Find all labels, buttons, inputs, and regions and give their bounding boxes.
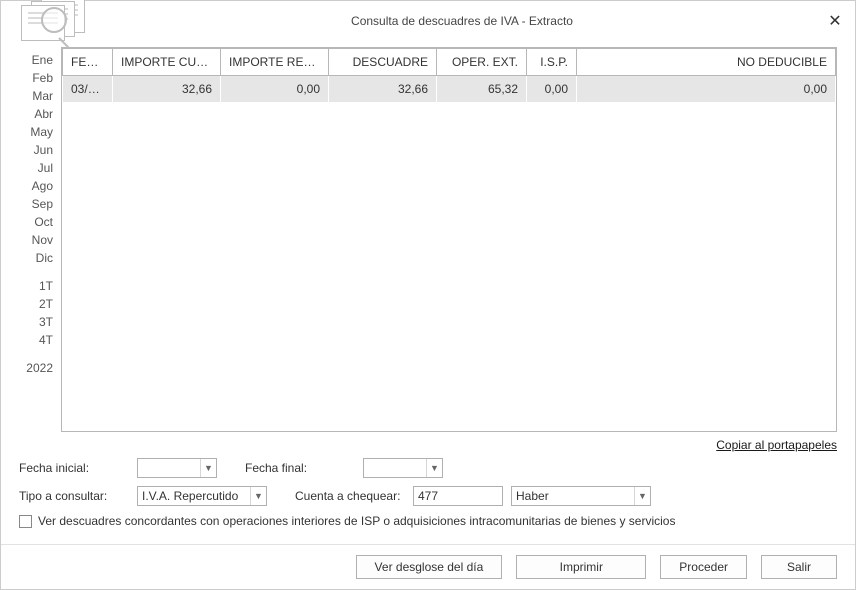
window-title: Consulta de descuadres de IVA - Extracto [101,14,823,28]
period-month[interactable]: Sep [11,195,53,213]
period-month[interactable]: Mar [11,87,53,105]
col-importe-registro[interactable]: IMPORTE REGIST... [221,49,329,76]
period-month[interactable]: Jul [11,159,53,177]
col-fecha[interactable]: FECHA [63,49,113,76]
period-quarter[interactable]: 1T [11,277,53,295]
cell-isp: 0,00 [527,76,577,103]
col-descuadre[interactable]: DESCUADRE [329,49,437,76]
proceder-button[interactable]: Proceder [660,555,747,579]
haber-select[interactable]: Haber ▼ [511,486,651,506]
period-month[interactable]: Jun [11,141,53,159]
col-no-deducible[interactable]: NO DEDUCIBLE [577,49,836,76]
chevron-down-icon: ▼ [634,487,650,505]
period-quarter[interactable]: 3T [11,313,53,331]
fecha-inicial-label: Fecha inicial: [19,461,129,475]
table-header-row: FECHA IMPORTE CUENT... IMPORTE REGIST...… [63,49,836,76]
period-month[interactable]: May [11,123,53,141]
table-row[interactable]: 03/01... 32,66 0,00 32,66 65,32 0,00 0,0… [63,76,836,103]
cell-importe-cuenta: 32,66 [113,76,221,103]
cell-importe-registro: 0,00 [221,76,329,103]
period-month[interactable]: Abr [11,105,53,123]
footer-actions: Ver desglose del día Imprimir Proceder S… [1,544,855,589]
cell-no-deducible: 0,00 [577,76,836,103]
copy-clipboard-area: Copiar al portapapeles [1,432,855,454]
app-window: Consulta de descuadres de IVA - Extracto… [0,0,856,590]
isp-checkbox[interactable] [19,515,32,528]
col-isp[interactable]: I.S.P. [527,49,577,76]
imprimir-button[interactable]: Imprimir [516,555,646,579]
documents-search-icon [5,0,95,43]
tipo-consultar-select[interactable]: I.V.A. Repercutido ▼ [137,486,267,506]
period-month[interactable]: Ago [11,177,53,195]
salir-button[interactable]: Salir [761,555,837,579]
cell-oper-ext: 65,32 [437,76,527,103]
copy-clipboard-link[interactable]: Copiar al portapapeles [716,438,837,452]
cell-descuadre: 32,66 [329,76,437,103]
fecha-inicial-input[interactable]: ▼ [137,458,217,478]
cuenta-chequear-label: Cuenta a chequear: [295,489,405,503]
period-month[interactable]: Nov [11,231,53,249]
tipo-consultar-label: Tipo a consultar: [19,489,129,503]
fecha-final-label: Fecha final: [245,461,355,475]
col-oper-ext[interactable]: OPER. EXT. [437,49,527,76]
chevron-down-icon: ▼ [426,459,442,477]
period-quarter[interactable]: 2T [11,295,53,313]
isp-checkbox-label: Ver descuadres concordantes con operacio… [38,514,675,528]
title-bar: Consulta de descuadres de IVA - Extracto… [1,1,855,41]
cuenta-chequear-input[interactable]: 477 [413,486,503,506]
period-month[interactable]: Oct [11,213,53,231]
fecha-final-input[interactable]: ▼ [363,458,443,478]
period-month[interactable]: Feb [11,69,53,87]
ver-desglose-button[interactable]: Ver desglose del día [356,555,503,579]
period-month[interactable]: Ene [11,51,53,69]
close-icon[interactable]: ✕ [823,11,847,31]
period-year[interactable]: 2022 [11,359,53,377]
col-importe-cuenta[interactable]: IMPORTE CUENT... [113,49,221,76]
chevron-down-icon: ▼ [250,487,266,505]
data-table: FECHA IMPORTE CUENT... IMPORTE REGIST...… [61,47,837,432]
period-sidebar: Ene Feb Mar Abr May Jun Jul Ago Sep Oct … [11,47,53,432]
chevron-down-icon: ▼ [200,459,216,477]
filter-form: Fecha inicial: ▼ Fecha final: ▼ Tipo a c… [1,454,855,544]
cell-fecha: 03/01... [63,76,113,103]
period-quarter[interactable]: 4T [11,331,53,349]
content-area: Ene Feb Mar Abr May Jun Jul Ago Sep Oct … [1,41,855,432]
period-month[interactable]: Dic [11,249,53,267]
